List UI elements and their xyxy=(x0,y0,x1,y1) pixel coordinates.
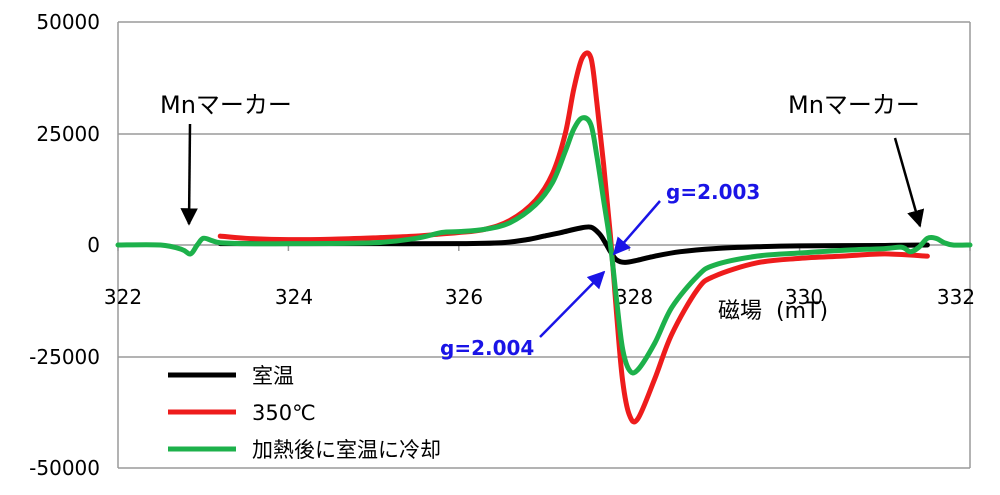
x-axis-label-unit: (mT) xyxy=(776,299,828,324)
x-tick-label: 330 xyxy=(785,285,823,309)
g-value-label-upper: g=2.003 xyxy=(666,180,760,204)
series-line-cooled xyxy=(115,115,973,376)
x-axis-label: 磁場 (mT) xyxy=(718,299,828,324)
x-tick-label: 328 xyxy=(615,285,653,309)
x-tick-label: 324 xyxy=(275,285,313,309)
g-value-label-lower: g=2.004 xyxy=(440,336,534,360)
y-tick-label: 0 xyxy=(87,233,100,257)
mn-marker-arrow-right xyxy=(893,137,925,228)
mn-marker-label-right: Mnマーカー xyxy=(788,91,920,119)
mn-marker-arrow-left xyxy=(180,123,198,226)
g-value-arrow-upper xyxy=(612,200,661,256)
mn-marker-label-left: Mnマーカー xyxy=(160,91,292,119)
legend-label-room-temp: 室温 xyxy=(252,364,294,388)
series-layer xyxy=(115,50,973,425)
y-tick-label: 25000 xyxy=(36,122,100,146)
legend-label-cooled: 加熱後に室温に冷却 xyxy=(252,438,441,462)
g-value-arrow-lower xyxy=(539,270,606,338)
legend-label-350c: 350℃ xyxy=(252,401,316,425)
y-tick-label: -25000 xyxy=(29,345,100,369)
x-tick-label: 332 xyxy=(937,285,975,309)
series-line-room-temp xyxy=(217,224,930,265)
legend: 室温 350℃ 加熱後に室温に冷却 xyxy=(168,364,441,462)
y-tick-label: -50000 xyxy=(29,456,100,480)
y-tick-label: 50000 xyxy=(36,10,100,34)
x-tick-label: 322 xyxy=(104,285,142,309)
x-axis-label-main: 磁場 xyxy=(718,299,762,324)
x-tick-label: 326 xyxy=(445,285,483,309)
